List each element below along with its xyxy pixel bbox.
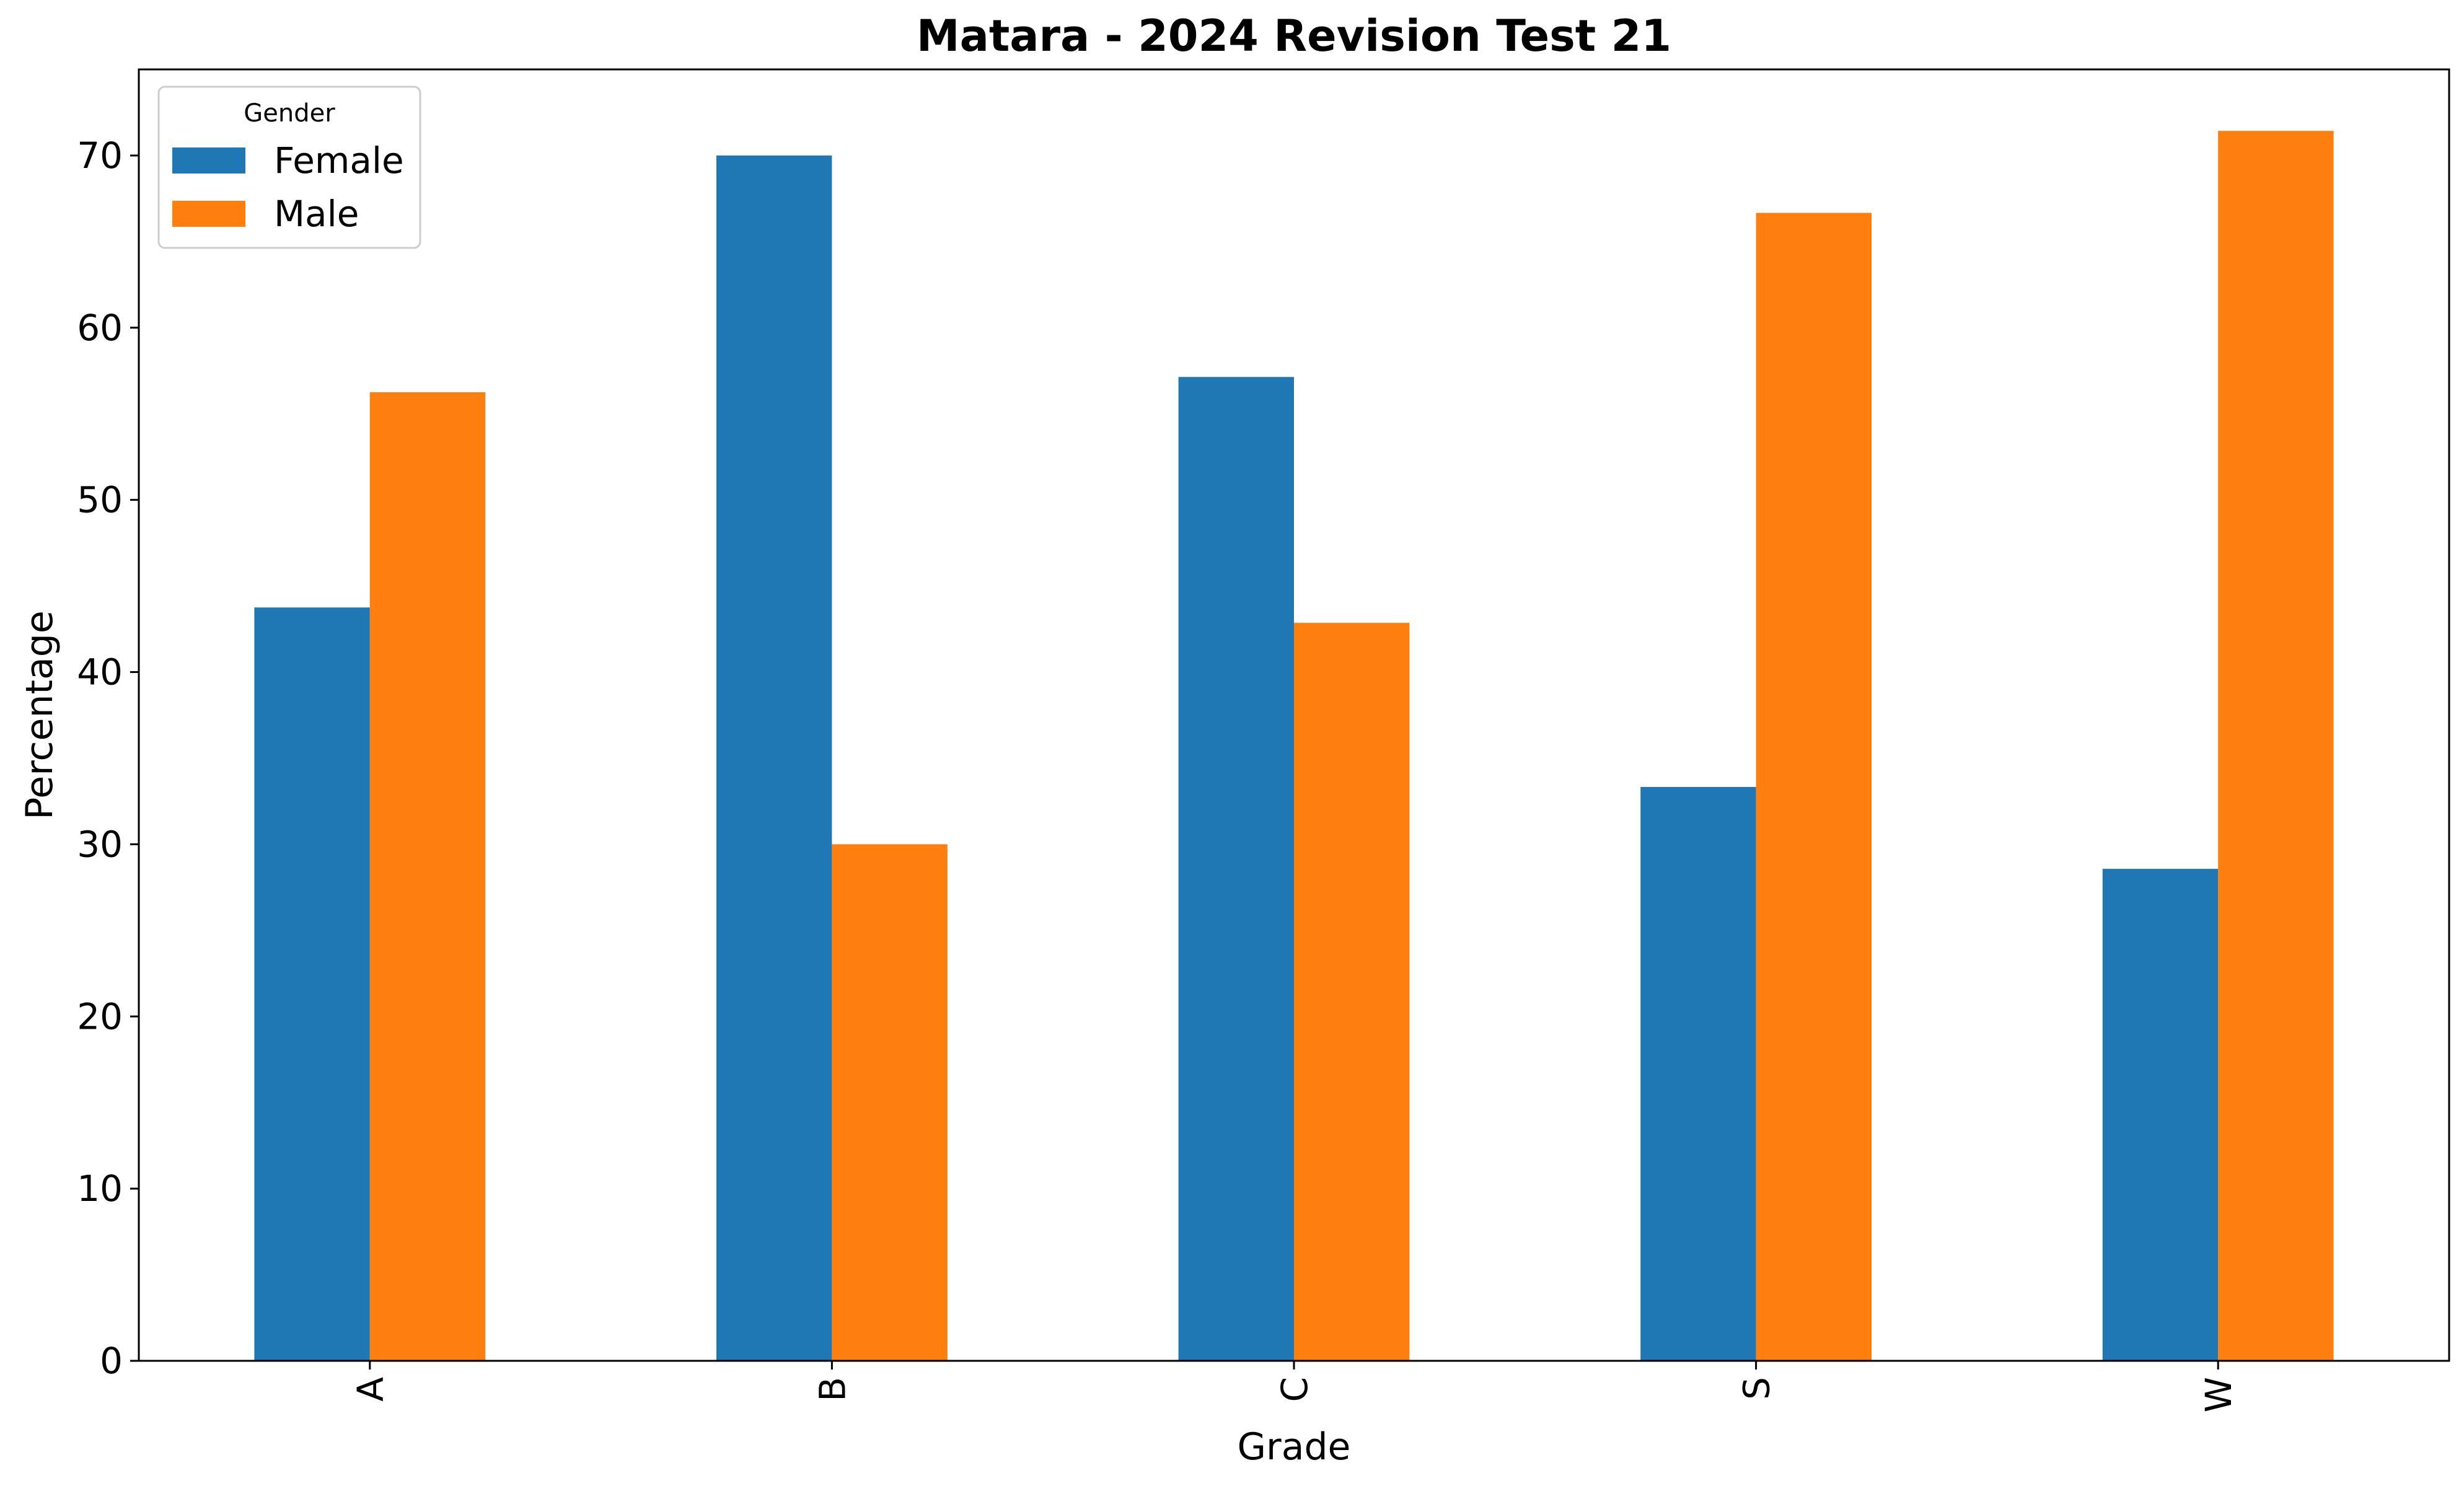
y-axis-ticks: 0 10 20 30 40 50 60 70: [77, 134, 139, 1382]
plot-frame: [138, 68, 2450, 1362]
bar-female-w: [2102, 869, 2219, 1361]
y-axis-label: Percentage: [18, 610, 61, 820]
y-tick-label-30: 30: [77, 823, 123, 865]
bar-female-a: [254, 607, 370, 1361]
legend-swatch-female: [172, 147, 245, 174]
bars-group: [254, 131, 2334, 1361]
bar-male-w: [2218, 131, 2334, 1361]
x-tick-label-c: C: [1274, 1377, 1316, 1402]
y-tick-label-10: 10: [77, 1167, 123, 1210]
bar-male-a: [369, 392, 486, 1361]
y-tick-label-20: 20: [77, 995, 123, 1037]
y-tick-label-50: 50: [77, 479, 123, 521]
x-tick-label-b: B: [811, 1377, 853, 1402]
bar-male-s: [1756, 213, 1872, 1361]
legend: Gender Female Male: [157, 86, 421, 249]
x-tick-label-w: W: [2198, 1377, 2240, 1412]
y-tick-label-0: 0: [100, 1340, 123, 1382]
bar-female-s: [1640, 786, 1756, 1361]
legend-swatch-male: [172, 201, 245, 227]
y-tick-label-40: 40: [77, 651, 123, 693]
bar-female-b: [716, 155, 832, 1361]
bar-female-c: [1178, 377, 1294, 1361]
y-tick-label-60: 60: [77, 307, 123, 349]
legend-label-female: Female: [274, 139, 404, 182]
x-tick-label-s: S: [1736, 1377, 1778, 1400]
bar-male-b: [832, 844, 948, 1361]
x-tick-label-a: A: [350, 1377, 392, 1402]
y-tick-label-70: 70: [77, 134, 123, 177]
x-axis-label: Grade: [1238, 1425, 1351, 1469]
legend-title: Gender: [244, 99, 335, 128]
legend-label-male: Male: [274, 193, 359, 235]
bar-male-c: [1294, 623, 1410, 1361]
chart-title: Matara - 2024 Revision Test 21: [917, 11, 1671, 61]
